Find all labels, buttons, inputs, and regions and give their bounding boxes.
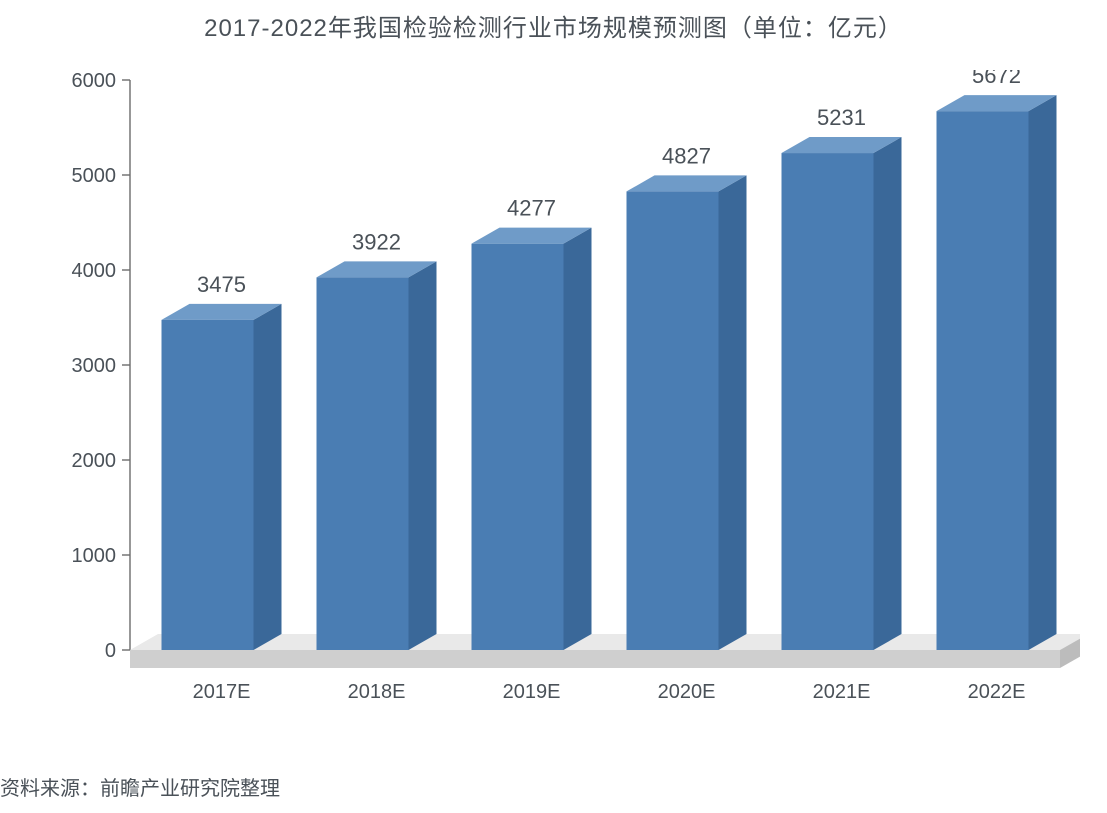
- x-tick-label: 2017E: [193, 681, 251, 703]
- bar: [317, 261, 437, 650]
- floor-front: [130, 650, 1060, 668]
- x-tick-label: 2020E: [658, 681, 716, 703]
- x-tick-label: 2018E: [348, 681, 406, 703]
- y-tick-label: 4000: [72, 260, 117, 282]
- x-tick-label: 2019E: [503, 681, 561, 703]
- bar-value-label: 4827: [662, 143, 711, 168]
- y-tick-label: 1000: [72, 545, 117, 567]
- bar-value-label: 4277: [507, 196, 556, 221]
- bar: [782, 137, 902, 650]
- source-text: 资料来源：前瞻产业研究院整理: [0, 778, 280, 800]
- bar: [627, 175, 747, 650]
- bar-value-label: 5672: [972, 70, 1021, 88]
- chart-svg: 0 1000 2000 3000 4000 5000 6000 3475 2017E 3922 20…: [40, 70, 1080, 730]
- x-tick-label: 2021E: [813, 681, 871, 703]
- chart-container: 2017-2022年我国检验检测行业市场规模预测图（单位：亿元） 0 1000 20…: [0, 0, 1107, 813]
- y-tick-label: 5000: [72, 165, 117, 187]
- chart-plot: 0 1000 2000 3000 4000 5000 6000 3475 2017E 3922 20…: [40, 70, 1080, 730]
- bar: [472, 228, 592, 650]
- bar: [162, 304, 282, 650]
- source-caption: 资料来源：前瞻产业研究院整理: [0, 772, 280, 801]
- bar-value-label: 5231: [817, 105, 866, 130]
- bar-value-label: 3475: [197, 272, 246, 297]
- bar-value-label: 3922: [352, 229, 401, 254]
- chart-title: 2017-2022年我国检验检测行业市场规模预测图（单位：亿元）: [0, 0, 1107, 43]
- y-tick-label: 3000: [72, 355, 117, 377]
- y-tick-label: 0: [105, 640, 116, 662]
- y-tick-label: 2000: [72, 450, 117, 472]
- bar: [937, 95, 1057, 650]
- chart-title-text: 2017-2022年我国检验检测行业市场规模预测图（单位：亿元）: [204, 15, 903, 42]
- x-tick-label: 2022E: [968, 681, 1026, 703]
- y-tick-label: 6000: [72, 70, 117, 92]
